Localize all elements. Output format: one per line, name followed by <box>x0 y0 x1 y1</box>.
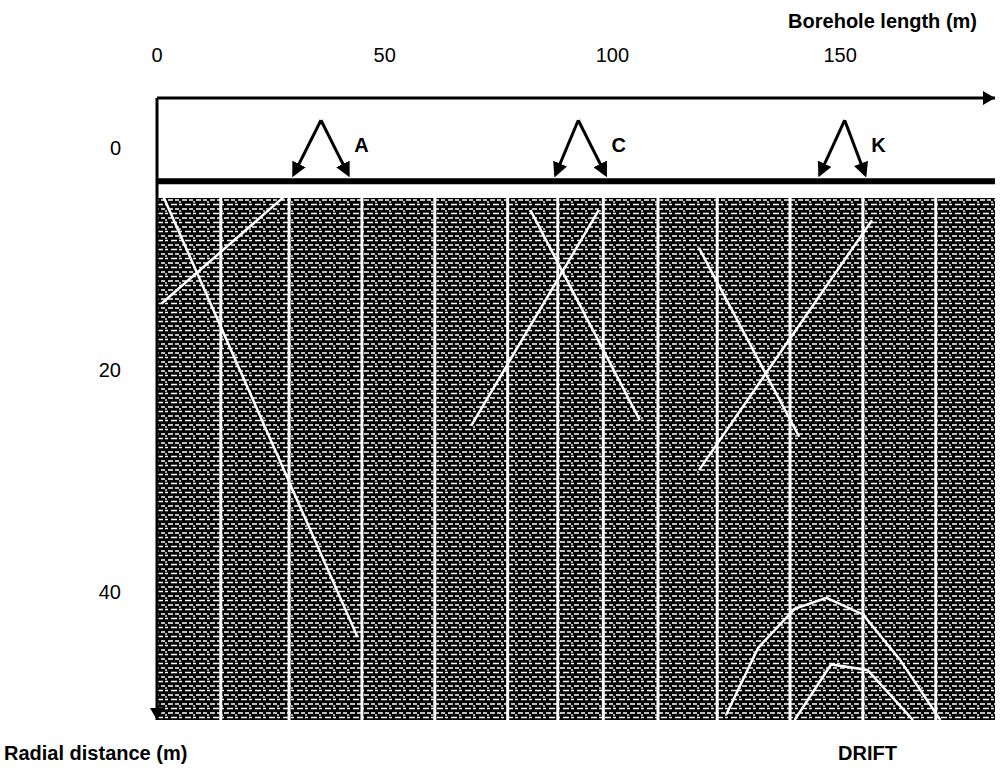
html-text:A: A <box>354 134 369 156</box>
svg-text:20: 20 <box>99 359 121 381</box>
svg-text:40: 40 <box>99 581 121 603</box>
svg-text:150: 150 <box>823 44 856 66</box>
html-text:DRIFT: DRIFT <box>838 742 897 764</box>
svg-text:50: 50 <box>374 44 396 66</box>
html-text:K: K <box>871 134 886 156</box>
svg-text:100: 100 <box>596 44 629 66</box>
svg-text:0: 0 <box>110 137 121 159</box>
html-text:C: C <box>611 134 626 156</box>
html-text:Radial distance (m): Radial distance (m) <box>4 742 188 764</box>
svg-text:0: 0 <box>151 44 162 66</box>
html-text:Borehole length (m): Borehole length (m) <box>788 10 977 32</box>
